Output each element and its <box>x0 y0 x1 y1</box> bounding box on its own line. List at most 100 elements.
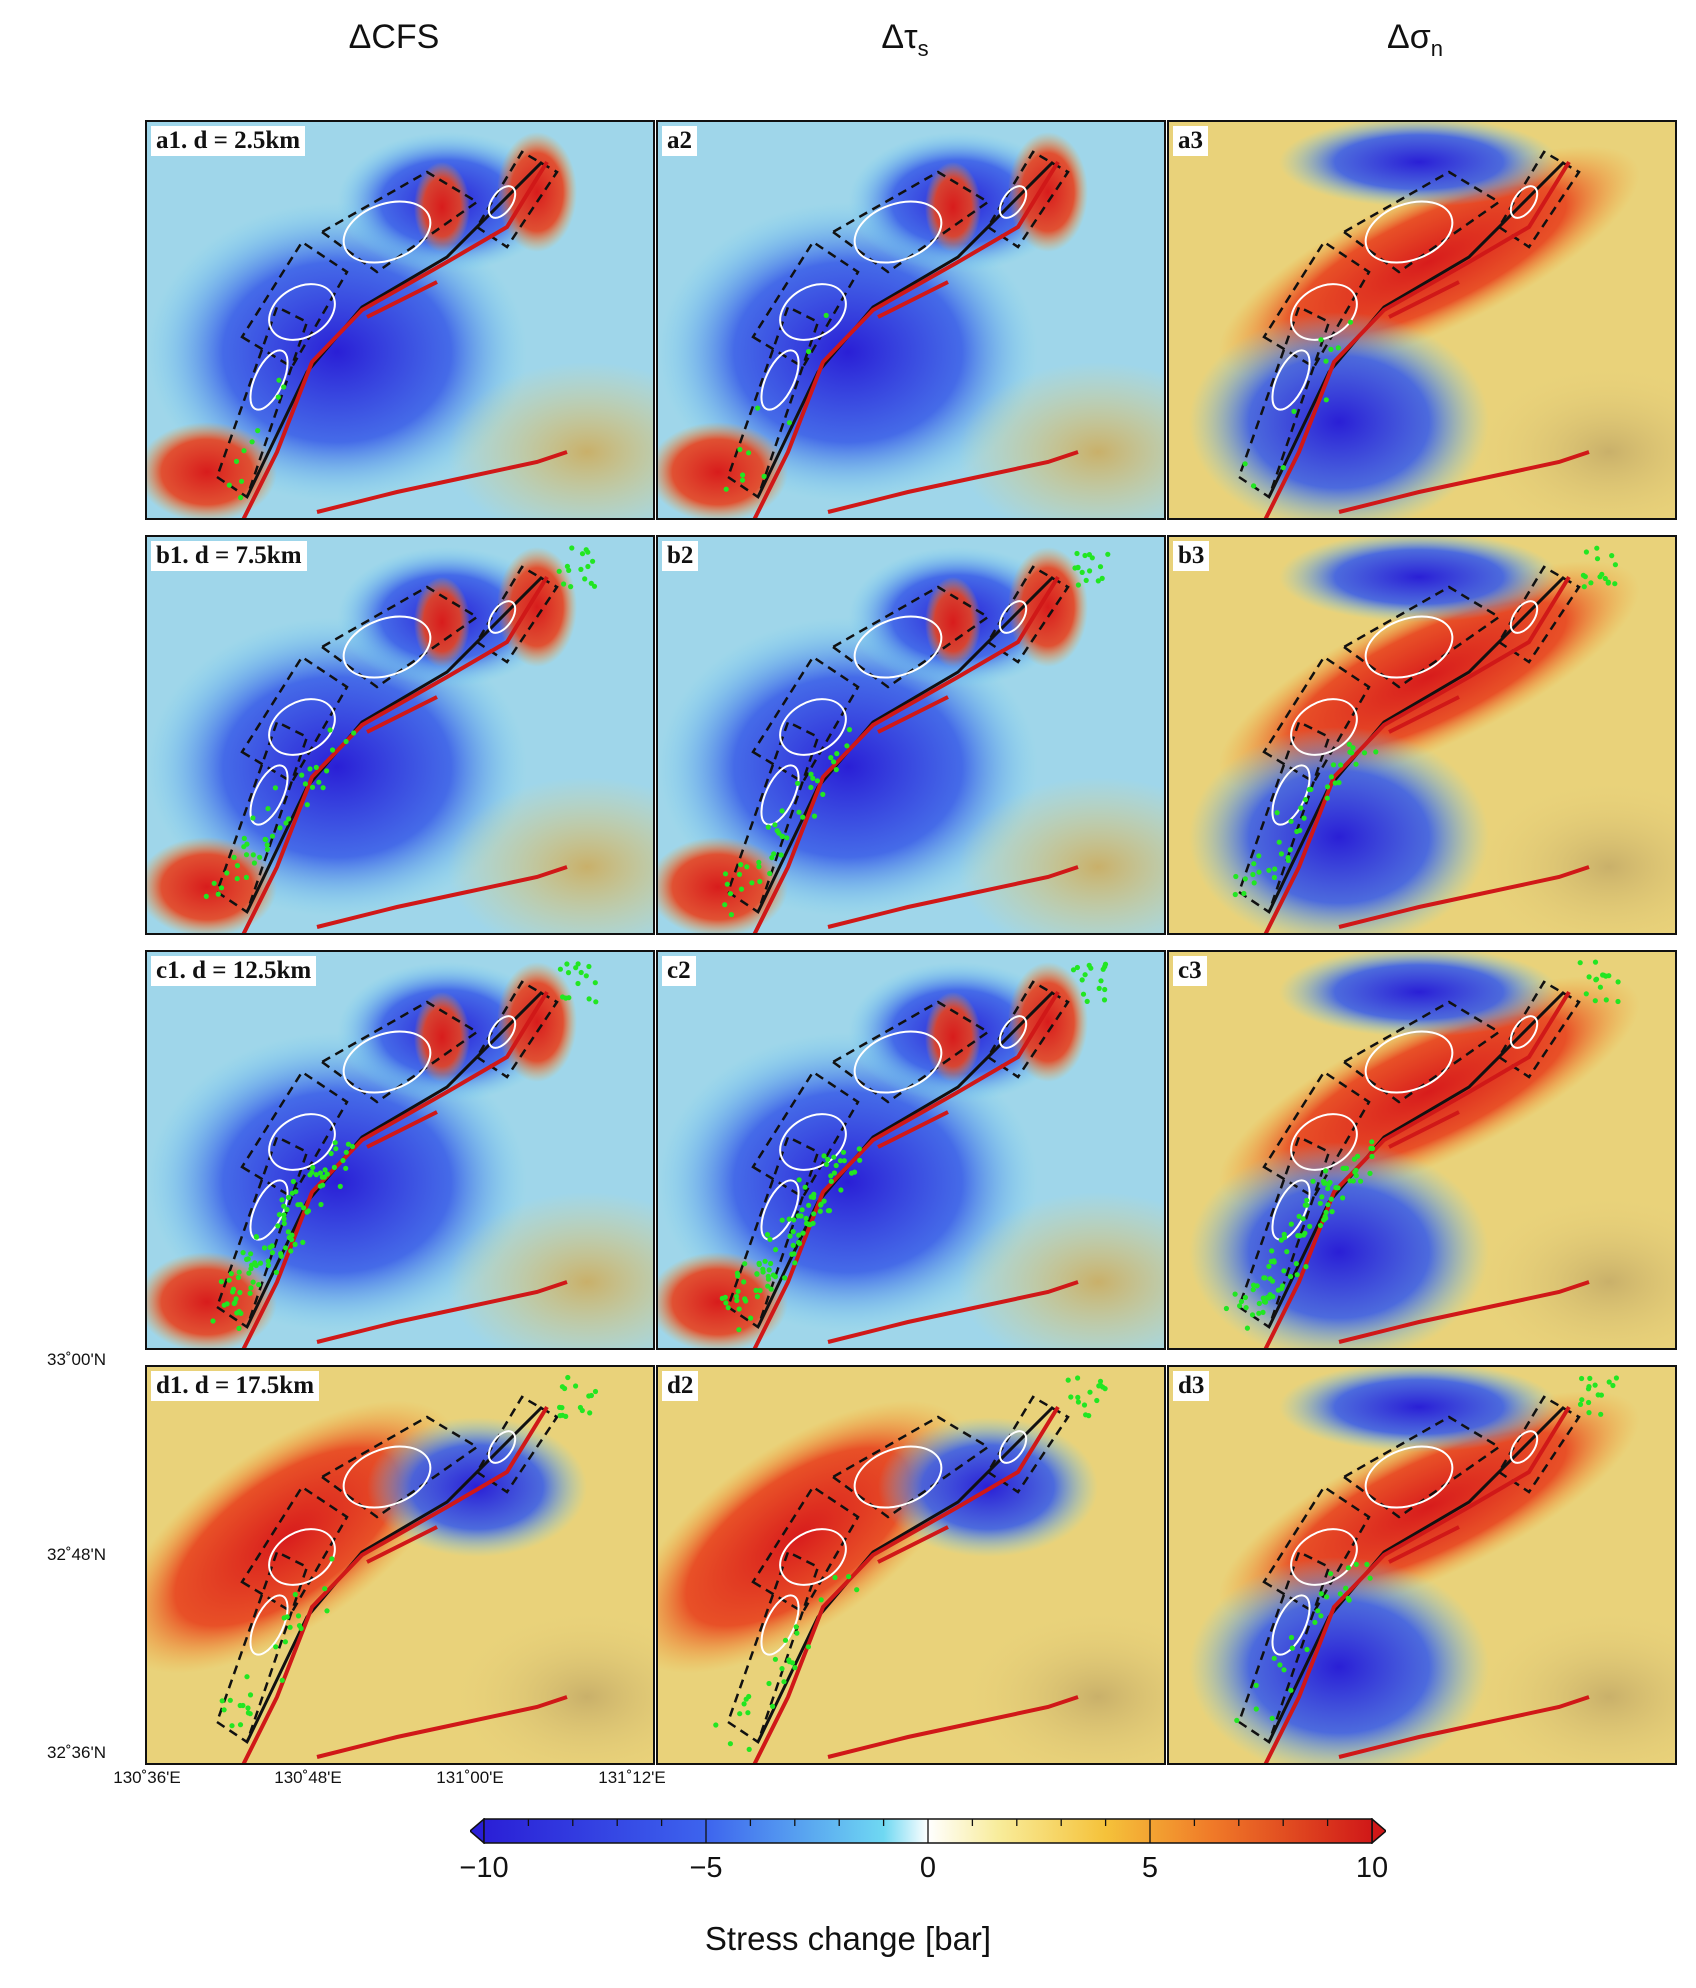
seismicity-dot <box>1586 1384 1592 1390</box>
seismicity-dot <box>1293 1261 1299 1267</box>
seismicity-dot <box>273 1269 279 1275</box>
rupture-contours <box>249 1015 517 1241</box>
seismicity-dot <box>559 1405 565 1411</box>
seismicity-dot <box>736 1306 742 1312</box>
seismicity-dot <box>237 1289 243 1296</box>
seismicity-dot <box>817 1208 823 1214</box>
map-canvas <box>658 122 1164 518</box>
seismicity-dot <box>1586 1410 1592 1416</box>
seismicity-dot <box>1615 998 1621 1005</box>
seismicity-dot <box>1353 1561 1359 1567</box>
seismicity-dot <box>1350 745 1356 751</box>
panel-label: d3 <box>1173 1371 1210 1401</box>
seismicity-dot <box>566 995 572 1001</box>
rupture-contours <box>760 1015 1028 1241</box>
seismicity-dot <box>784 835 790 841</box>
seismicity-dot <box>1303 1264 1309 1270</box>
seismicity-dot <box>844 743 850 749</box>
seismicity-dot <box>1285 855 1291 861</box>
seismicity-dot <box>800 814 806 820</box>
seismicity-dot <box>772 822 778 828</box>
seismicity-dot <box>1242 461 1248 467</box>
seismicity-dot <box>1369 1153 1375 1160</box>
seismicity-dot <box>582 576 588 582</box>
lat-tick-32-48: 32˚48'N <box>46 1545 106 1564</box>
seismicity-dot <box>229 1723 235 1729</box>
seismicity-dot <box>1082 552 1088 559</box>
map-panel-a3-normal: a3 <box>1167 120 1677 520</box>
seismicity-dot <box>1586 974 1592 980</box>
seismicity-dot <box>257 1260 264 1266</box>
seismicity-dot <box>790 1242 796 1248</box>
seismicity-dot <box>808 784 814 790</box>
seismicity-dot <box>244 841 250 847</box>
seismicity-dot <box>327 727 333 733</box>
seismicity-dot <box>828 755 834 761</box>
seismicity-dot <box>754 1294 760 1300</box>
seismicity-dot <box>561 581 567 587</box>
seismicity-dot <box>1254 1283 1260 1289</box>
seismicity-dot <box>1233 873 1239 880</box>
seismicity-dot <box>1291 408 1297 414</box>
rupture-contours <box>249 600 517 826</box>
seismicity-dot <box>1315 1608 1321 1614</box>
seismicity-dot <box>749 880 755 886</box>
seismicity-dot <box>295 1202 301 1208</box>
seismicity-dot <box>738 862 744 868</box>
seismicity-dot <box>1597 574 1603 580</box>
seismicity-dot <box>251 860 257 866</box>
rupture-contours <box>1271 1015 1539 1241</box>
seismicity-dot <box>745 1710 751 1716</box>
seismicity-dot <box>1271 1259 1277 1265</box>
seismicity-dot <box>265 806 271 812</box>
seismicity-dot <box>1249 1312 1256 1318</box>
seismicity-dot <box>1068 1394 1074 1400</box>
seismicity-dot <box>1361 750 1368 756</box>
colorbar-low-triangle <box>468 1817 485 1845</box>
seismicity-dot <box>1075 1399 1081 1405</box>
seismicity-dot <box>782 1637 789 1643</box>
seismicity-dot <box>250 852 256 858</box>
seismicity-dot <box>1075 565 1081 571</box>
seismicity-dot <box>713 1722 719 1728</box>
seismicity-dot <box>1094 1397 1100 1404</box>
seismicity-dot <box>234 876 240 882</box>
seismicity-dot <box>768 1260 774 1267</box>
seismicity-dot <box>1075 1375 1081 1381</box>
seismicity-dot <box>1086 1413 1092 1419</box>
seismicity-dot <box>1251 861 1257 867</box>
seismicity-dot <box>1096 985 1102 991</box>
seismicity-dot <box>1074 550 1080 557</box>
seismicity-dot <box>734 1270 740 1276</box>
seismicity-dot <box>264 846 270 852</box>
seismicity-dot <box>257 854 263 860</box>
seismicity-dot <box>1319 1194 1325 1200</box>
seismicity-dot <box>779 1666 785 1672</box>
seismicity-dot <box>276 1212 282 1218</box>
seismicity-dot <box>1581 584 1587 590</box>
seismicity-dot <box>269 1243 275 1249</box>
map-canvas <box>147 952 653 1348</box>
seismicity-dot <box>756 859 762 865</box>
seismicity-dot <box>1577 960 1583 966</box>
seismicity-dot <box>762 1258 768 1264</box>
seismicity-dot <box>247 1290 253 1296</box>
seismicity-dot <box>1080 991 1087 997</box>
seismicity-dot <box>766 1680 772 1687</box>
seismicity-dot <box>1098 978 1104 984</box>
seismicity-dot <box>215 891 221 897</box>
seismicity-dot <box>768 1286 774 1292</box>
seismicity-dot <box>1242 1294 1248 1301</box>
seismicity-dot <box>241 835 247 841</box>
seismicity-dot <box>1324 784 1331 790</box>
seismicity-dot <box>856 1146 862 1152</box>
map-panel-b3-normal: b3 <box>1167 535 1677 935</box>
fault-line-black <box>245 575 544 913</box>
seismicity-dot <box>1087 1389 1093 1395</box>
seismicity-dot <box>1256 853 1262 859</box>
seismicity-dot <box>1288 818 1294 824</box>
seismicity-dot <box>1097 564 1104 570</box>
seismicity-dot <box>825 1156 831 1162</box>
seismicity-dot <box>573 965 579 971</box>
map-canvas <box>658 537 1164 933</box>
